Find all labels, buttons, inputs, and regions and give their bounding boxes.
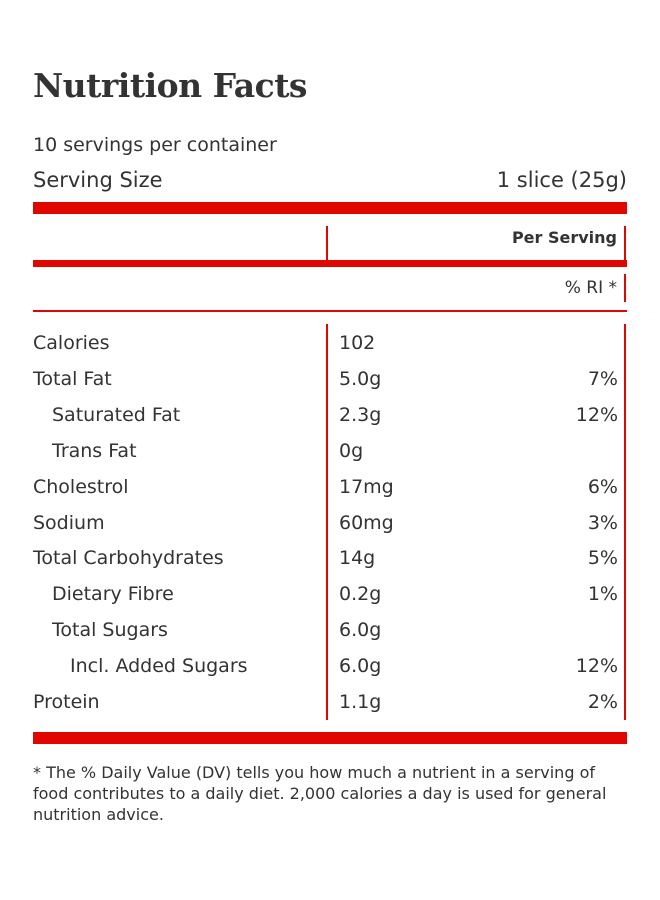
serving-size-label: Serving Size — [33, 168, 163, 192]
nutrient-percent: 12% — [575, 655, 618, 678]
bottom-thick-divider — [33, 732, 627, 744]
nutrient-percent: 5% — [587, 547, 618, 570]
nutrient-amount: 2.3g — [339, 403, 382, 426]
per-serving-header: Per Serving — [511, 228, 617, 247]
header-divider — [33, 260, 627, 267]
nutrient-name: Saturated Fat — [52, 403, 181, 426]
nutrient-amount: 5.0g — [339, 367, 382, 390]
nutrient-name: Incl. Added Sugars — [70, 655, 248, 678]
nutrient-amount: 6.0g — [339, 619, 382, 642]
nutrient-amount: 6.0g — [339, 655, 382, 678]
footnote: * The % Daily Value (DV) tells you how m… — [33, 763, 607, 824]
header-column-divider — [326, 226, 328, 260]
nutrient-row: Total Sugars 6.0g — [33, 619, 618, 655]
nutrient-name: Total Carbohydrates — [33, 547, 224, 570]
nutrient-name: Sodium — [33, 511, 105, 534]
top-thick-divider — [33, 202, 627, 214]
nutrient-amount: 0.2g — [339, 583, 382, 606]
ri-right-border — [624, 274, 626, 302]
nutrient-name: Cholestrol — [33, 475, 129, 498]
nutrient-row: Protein 1.1g 2% — [33, 691, 618, 727]
nutrient-row: Saturated Fat 2.3g 12% — [33, 404, 618, 440]
nutrient-name: Total Fat — [33, 367, 112, 390]
label-title: Nutrition Facts — [33, 66, 308, 105]
nutrient-name: Calories — [33, 332, 110, 354]
nutrient-row: Calories 102 — [33, 332, 618, 368]
nutrient-amount: 17mg — [339, 475, 394, 498]
nutrient-row: Cholestrol 17mg 6% — [33, 476, 618, 512]
nutrient-amount: 60mg — [339, 511, 394, 534]
nutrient-name: Dietary Fibre — [52, 583, 174, 606]
nutrient-row: Sodium 60mg 3% — [33, 512, 618, 548]
nutrient-name: Protein — [33, 691, 100, 713]
nutrient-amount: 14g — [339, 547, 376, 570]
ri-header: % RI * — [564, 278, 617, 298]
nutrient-name: Trans Fat — [52, 439, 137, 462]
nutrient-row: Incl. Added Sugars 6.0g 12% — [33, 655, 618, 691]
nutrient-row: Trans Fat 0g — [33, 440, 618, 476]
body-column-divider — [326, 324, 328, 720]
nutrient-row: Dietary Fibre 0.2g 1% — [33, 583, 618, 619]
nutrient-row: Total Fat 5.0g 7% — [33, 368, 618, 404]
nutrient-percent: 6% — [587, 475, 618, 498]
serving-size-value: 1 slice (25g) — [496, 168, 627, 192]
nutrient-amount: 102 — [339, 332, 376, 354]
nutrient-amount: 0g — [339, 439, 364, 462]
nutrient-percent: 7% — [587, 367, 618, 390]
nutrient-percent: 3% — [587, 511, 618, 534]
servings-per-container: 10 servings per container — [33, 134, 277, 156]
header-right-border — [624, 226, 626, 260]
nutrient-percent: 12% — [575, 403, 618, 426]
ri-divider — [33, 310, 627, 312]
nutrient-percent: 2% — [587, 691, 618, 713]
nutrient-amount: 1.1g — [339, 691, 382, 713]
nutrient-name: Total Sugars — [52, 619, 168, 642]
body-right-border — [624, 324, 626, 720]
nutrient-percent: 1% — [587, 583, 618, 606]
nutrient-row: Total Carbohydrates 14g 5% — [33, 547, 618, 583]
